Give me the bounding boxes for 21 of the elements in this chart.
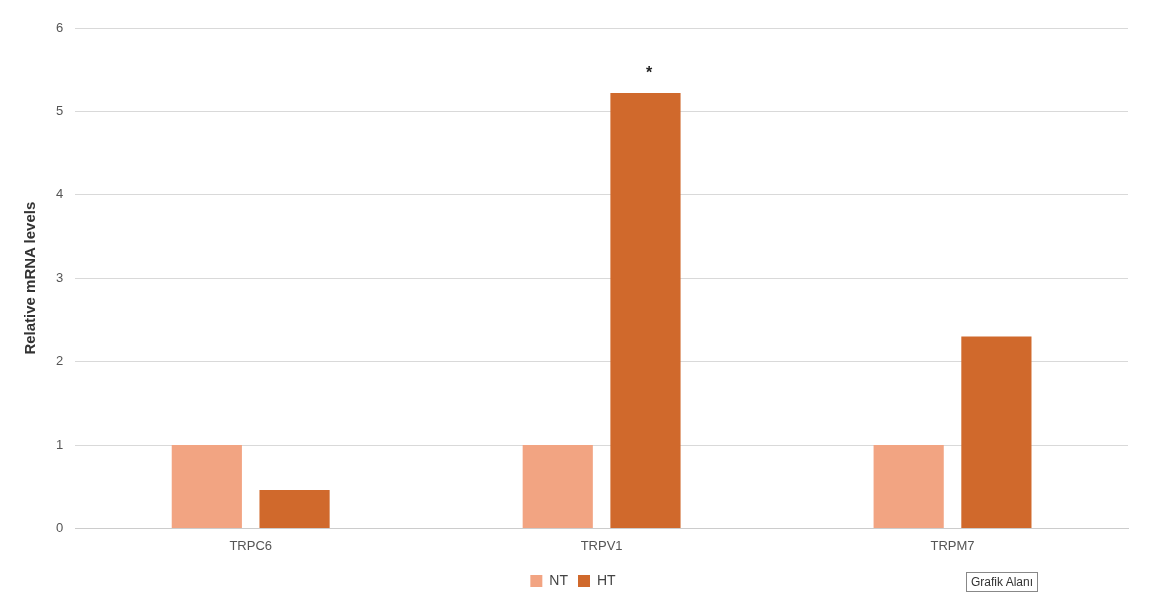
bar [873, 445, 944, 528]
legend-label: HT [597, 571, 617, 588]
bar [610, 93, 681, 528]
y-axis-title: Relative mRNA levels [21, 201, 39, 355]
annotation: * [646, 64, 653, 82]
x-tick-label: TRPM7 [930, 537, 975, 553]
y-tick-label: 6 [56, 19, 64, 35]
bar [171, 445, 242, 528]
y-tick-label: 3 [56, 269, 64, 285]
y-tick-label: 0 [56, 519, 64, 535]
legend-label: NT [549, 571, 569, 588]
x-tick-label: TRPV1 [580, 537, 623, 553]
bar [259, 490, 330, 528]
text: Grafik Alanı [965, 572, 1038, 592]
y-tick-label: 5 [56, 102, 64, 118]
bar [961, 336, 1032, 528]
x-tick-label: TRPC6 [229, 537, 272, 553]
y-tick-label: 2 [56, 353, 64, 369]
bar [522, 445, 593, 528]
y-tick-label: 4 [56, 186, 64, 202]
y-tick-label: 1 [56, 436, 64, 452]
